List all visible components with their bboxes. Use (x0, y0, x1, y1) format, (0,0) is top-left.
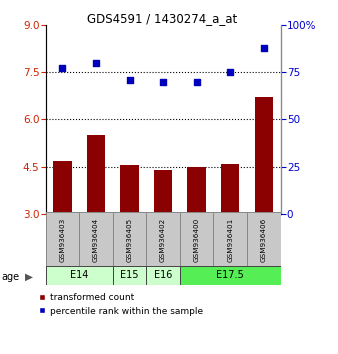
Bar (46, 212, 79, 267)
Text: GSM936402: GSM936402 (160, 218, 166, 262)
Bar (113, 212, 146, 267)
Point (93, 60, 99, 65)
Text: GSM936403: GSM936403 (59, 218, 66, 262)
Point (160, 79, 166, 84)
Bar (46, 266, 113, 285)
Point (194, 79, 199, 84)
Bar (113, 266, 146, 285)
Legend: transformed count, percentile rank within the sample: transformed count, percentile rank withi… (38, 293, 203, 315)
Bar (87, 135, 105, 214)
Bar (53, 160, 72, 214)
Text: E15: E15 (120, 270, 139, 280)
Text: GSM936405: GSM936405 (126, 218, 132, 262)
Text: ▶: ▶ (25, 272, 33, 282)
Bar (146, 266, 180, 285)
Bar (213, 212, 247, 267)
Text: GDS4591 / 1430274_a_at: GDS4591 / 1430274_a_at (87, 12, 237, 25)
Text: GSM936401: GSM936401 (227, 218, 233, 262)
Bar (146, 212, 180, 267)
Point (227, 69, 233, 75)
Bar (187, 167, 206, 214)
Bar (180, 212, 213, 267)
Text: E14: E14 (70, 270, 88, 280)
Text: GSM936406: GSM936406 (261, 218, 267, 262)
Bar (221, 164, 239, 214)
Bar (120, 165, 139, 214)
Text: E16: E16 (154, 270, 172, 280)
Text: GSM936400: GSM936400 (194, 218, 200, 262)
Bar (180, 266, 281, 285)
Bar (79, 212, 113, 267)
Point (60, 65, 65, 71)
Text: age: age (2, 272, 20, 282)
Bar (255, 97, 273, 214)
Bar (247, 212, 281, 267)
Point (261, 45, 266, 50)
Point (127, 77, 132, 82)
Text: E17.5: E17.5 (216, 270, 244, 280)
Bar (154, 170, 172, 214)
Text: GSM936404: GSM936404 (93, 218, 99, 262)
